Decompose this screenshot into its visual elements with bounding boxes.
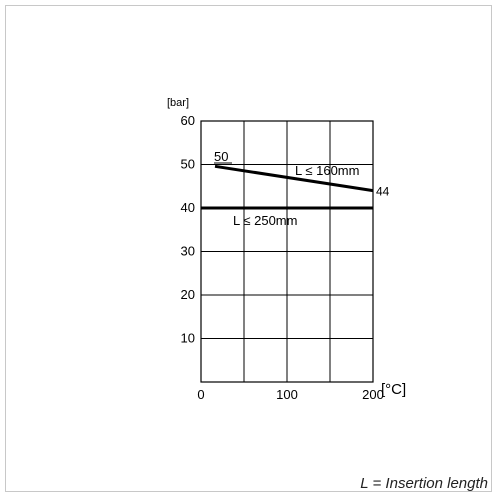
series-label-L-250mm: L ≤ 250mm — [233, 213, 297, 228]
series-label-L-160mm: L ≤ 160mm — [295, 163, 359, 178]
footnote: L = Insertion length — [360, 475, 488, 492]
y-tick-label: 20 — [181, 287, 195, 302]
x-tick-label: 0 — [197, 387, 204, 402]
y-tick-label: 30 — [181, 244, 195, 259]
y-tick-label: 10 — [181, 331, 195, 346]
x-unit-label: [°C] — [381, 381, 406, 398]
y-tick-label: 40 — [181, 200, 195, 215]
annotation-44: 44 — [376, 185, 390, 199]
series-line-L-160mm — [214, 164, 374, 193]
plot-frame — [200, 120, 374, 383]
y-tick-label: 50 — [181, 157, 195, 172]
y-unit-label: [bar] — [167, 97, 189, 109]
y-tick-label: 60 — [181, 113, 195, 128]
annotation-50: 50 — [214, 149, 228, 164]
figure-frame — [5, 5, 492, 492]
x-tick-label: 200 — [362, 387, 384, 402]
x-tick-label: 100 — [276, 387, 298, 402]
